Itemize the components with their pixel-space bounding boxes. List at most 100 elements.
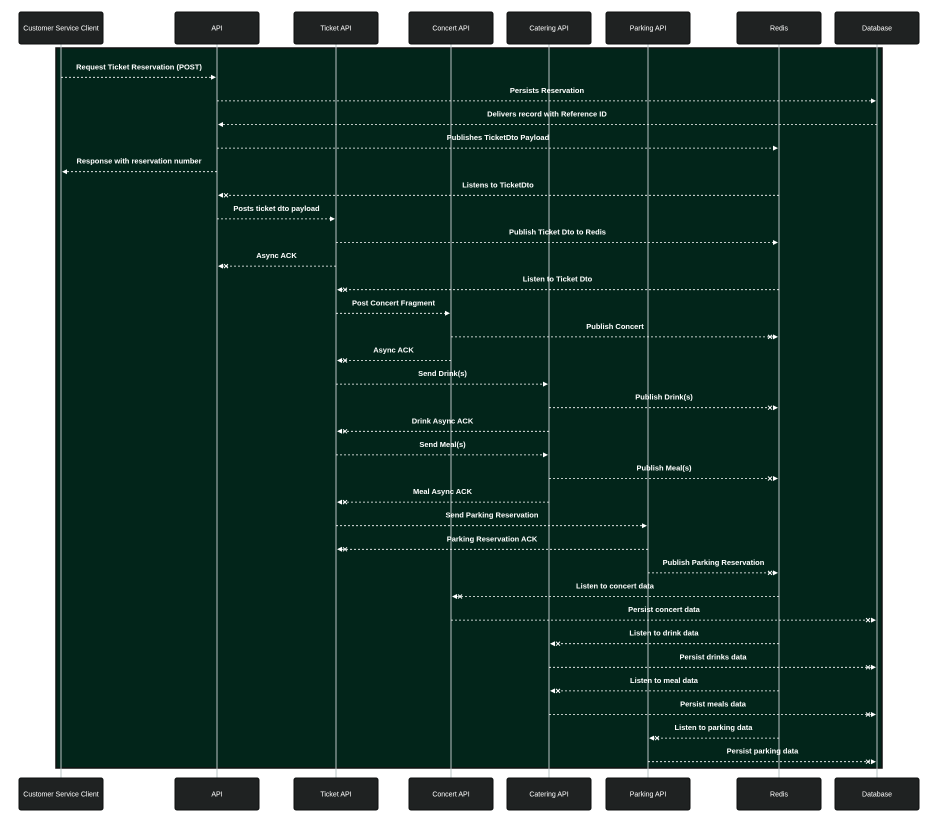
message-label: Listen to drink data xyxy=(629,629,699,638)
actor-catering-top: Catering API xyxy=(506,11,592,45)
actor-client-bottom: Customer Service Client xyxy=(18,777,104,811)
actor-box xyxy=(834,11,920,45)
message-17: Publish Meal(s) xyxy=(549,464,778,481)
arrowhead-icon xyxy=(218,122,223,127)
message-0: Request Ticket Reservation (POST) xyxy=(61,62,216,80)
actor-label: API xyxy=(211,26,222,33)
message-1: Persists Reservation xyxy=(217,86,876,104)
arrowhead-icon xyxy=(62,169,67,175)
message-label: Publish Concert xyxy=(586,322,644,331)
message-29: Persist parking data xyxy=(648,747,876,765)
message-label: Persists Reservation xyxy=(510,86,585,95)
message-26: Listen to meal data xyxy=(550,676,779,694)
actor-box xyxy=(506,777,592,811)
message-label: Send Meal(s) xyxy=(419,440,466,449)
message-22: Listen to concert data xyxy=(452,582,779,599)
actor-label: API xyxy=(211,792,222,799)
arrowhead-icon xyxy=(218,263,223,269)
message-label: Drink Async ACK xyxy=(412,416,474,425)
actor-label: Redis xyxy=(770,26,788,33)
actor-label: Customer Service Client xyxy=(23,792,99,799)
cross-icon xyxy=(767,570,773,576)
actor-catering-bottom: Catering API xyxy=(506,777,592,811)
actor-label: Ticket API xyxy=(320,792,351,799)
arrowhead-icon xyxy=(773,405,778,411)
actor-label: Catering API xyxy=(529,26,568,33)
message-18: Meal Async ACK xyxy=(337,487,549,505)
message-label: Meal Async ACK xyxy=(413,487,473,496)
arrowhead-icon xyxy=(337,546,342,552)
arrowhead-icon xyxy=(211,74,216,80)
actor-parking-bottom: Parking API xyxy=(605,777,691,811)
cross-icon xyxy=(555,641,561,647)
message-label: Async ACK xyxy=(256,251,297,260)
arrowhead-icon xyxy=(649,735,654,741)
actor-label: Concert API xyxy=(432,792,469,799)
actor-box xyxy=(408,777,494,811)
actor-redis-bottom: Redis xyxy=(736,777,822,811)
cross-icon xyxy=(767,405,773,411)
arrowhead-icon xyxy=(773,240,778,245)
actor-label: Parking API xyxy=(630,792,667,799)
message-8: Async ACK xyxy=(218,251,336,269)
message-19: Send Parking Reservation xyxy=(336,511,647,529)
message-label: Response with reservation number xyxy=(76,157,201,166)
actor-box xyxy=(506,11,592,45)
message-28: Listen to parking data xyxy=(649,723,779,741)
actor-client-top: Customer Service Client xyxy=(18,11,104,45)
message-label: Listens to TicketDto xyxy=(462,180,534,189)
message-14: Publish Drink(s) xyxy=(549,393,778,411)
actor-api-top: API xyxy=(174,11,260,45)
actor-label: Database xyxy=(862,792,892,799)
message-label: Delivers record with Reference ID xyxy=(487,110,607,119)
message-label: Listen to parking data xyxy=(675,723,754,732)
actor-box xyxy=(174,777,260,811)
message-24: Listen to drink data xyxy=(550,629,779,647)
cross-icon xyxy=(654,735,660,741)
message-9: Listen to Ticket Dto xyxy=(337,275,779,293)
message-label: Persist drinks data xyxy=(679,652,747,661)
message-label: Persist concert data xyxy=(628,605,701,614)
actor-label: Catering API xyxy=(529,792,568,799)
actors-top: Customer Service Client API Ticket API Conc… xyxy=(18,11,920,45)
actor-box xyxy=(736,777,822,811)
cross-icon xyxy=(767,334,773,340)
cross-icon xyxy=(457,594,463,599)
actor-box xyxy=(736,11,822,45)
arrowhead-icon xyxy=(773,570,778,576)
arrowhead-icon xyxy=(871,617,876,623)
message-label: Publish Parking Reservation xyxy=(663,558,765,567)
message-21: Publish Parking Reservation xyxy=(648,558,778,576)
actors-bottom: Customer Service Client API Ticket API Conc… xyxy=(18,777,920,811)
message-label: Parking Reservation ACK xyxy=(447,534,538,543)
actor-box xyxy=(605,11,691,45)
arrowhead-icon xyxy=(452,594,457,599)
message-label: Publish Ticket Dto to Redis xyxy=(509,228,606,237)
actor-ticket-bottom: Ticket API xyxy=(293,777,379,811)
cross-icon xyxy=(342,287,348,293)
actor-api-bottom: API xyxy=(174,777,260,811)
actor-box xyxy=(605,777,691,811)
message-13: Send Drink(s) xyxy=(336,369,548,387)
actor-label: Database xyxy=(862,26,892,33)
message-label: Post Concert Fragment xyxy=(352,298,435,307)
message-15: Drink Async ACK xyxy=(337,416,549,434)
message-label: Send Parking Reservation xyxy=(446,511,539,520)
cross-icon xyxy=(342,499,348,505)
arrowhead-icon xyxy=(337,428,342,434)
arrowhead-icon xyxy=(550,688,555,694)
cross-icon xyxy=(865,617,871,623)
actor-db-bottom: Database xyxy=(834,777,920,811)
cross-icon xyxy=(865,712,871,717)
actor-db-top: Database xyxy=(834,11,920,45)
arrowhead-icon xyxy=(445,310,450,316)
arrowhead-icon xyxy=(642,523,647,529)
message-label: Persist meals data xyxy=(680,700,747,709)
actor-label: Parking API xyxy=(630,26,667,33)
message-10: Post Concert Fragment xyxy=(336,298,450,316)
loop-background xyxy=(55,47,883,769)
actor-redis-top: Redis xyxy=(736,11,822,45)
messages: Request Ticket Reservation (POST) Persist… xyxy=(61,62,877,765)
lifelines xyxy=(60,44,878,778)
message-label: Send Drink(s) xyxy=(418,369,467,378)
